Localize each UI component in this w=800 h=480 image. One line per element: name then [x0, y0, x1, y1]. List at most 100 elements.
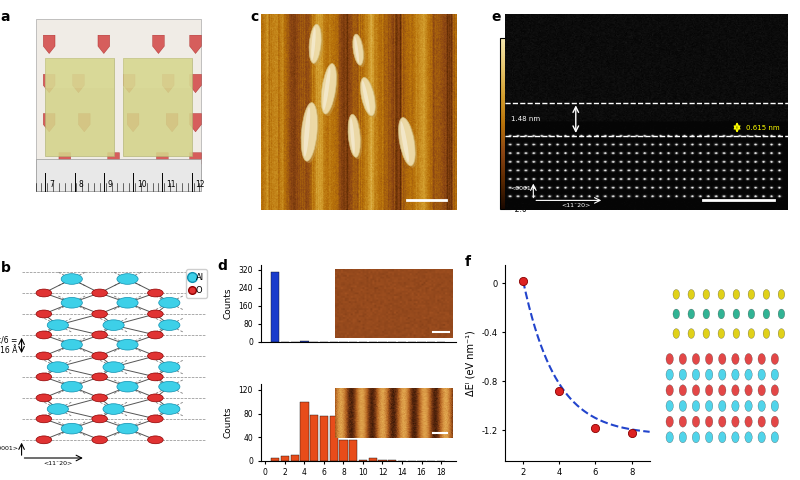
Bar	[290, 455, 299, 461]
Circle shape	[703, 289, 710, 299]
Circle shape	[147, 331, 163, 339]
Circle shape	[92, 373, 107, 381]
Bar	[46, 59, 114, 156]
Circle shape	[771, 400, 778, 411]
Circle shape	[117, 382, 138, 392]
Text: <0001>: <0001>	[510, 186, 537, 191]
Circle shape	[718, 309, 725, 319]
Circle shape	[103, 404, 124, 414]
Circle shape	[117, 298, 138, 308]
Y-axis label: Counts: Counts	[224, 288, 233, 319]
Polygon shape	[190, 74, 202, 93]
Circle shape	[745, 400, 752, 411]
Circle shape	[763, 289, 770, 299]
Circle shape	[748, 309, 754, 319]
Circle shape	[92, 289, 107, 297]
Polygon shape	[108, 153, 119, 171]
Circle shape	[147, 310, 163, 318]
Ellipse shape	[311, 27, 316, 60]
Circle shape	[666, 416, 674, 427]
Ellipse shape	[304, 107, 310, 157]
Circle shape	[692, 369, 700, 380]
Circle shape	[706, 369, 713, 380]
Bar	[369, 458, 377, 461]
Ellipse shape	[321, 63, 337, 114]
Circle shape	[758, 385, 766, 396]
Polygon shape	[123, 74, 135, 93]
Polygon shape	[73, 74, 84, 93]
Polygon shape	[43, 113, 55, 132]
Circle shape	[158, 362, 180, 372]
Text: c: c	[250, 11, 259, 24]
Circle shape	[47, 362, 69, 372]
Polygon shape	[162, 74, 174, 93]
Polygon shape	[59, 153, 70, 171]
Circle shape	[92, 331, 107, 339]
Circle shape	[771, 416, 778, 427]
Circle shape	[758, 416, 766, 427]
Circle shape	[147, 373, 163, 381]
Circle shape	[61, 298, 82, 308]
Circle shape	[732, 385, 739, 396]
Circle shape	[692, 416, 700, 427]
Polygon shape	[190, 35, 202, 54]
Point	[517, 277, 530, 285]
Circle shape	[36, 331, 52, 339]
Ellipse shape	[303, 105, 319, 163]
Ellipse shape	[323, 67, 330, 110]
Bar	[388, 460, 396, 461]
Circle shape	[706, 400, 713, 411]
Bar	[300, 402, 309, 461]
Bar	[359, 460, 367, 461]
Circle shape	[692, 353, 700, 364]
Circle shape	[158, 404, 180, 414]
Text: f: f	[465, 255, 470, 269]
Polygon shape	[98, 35, 110, 54]
Circle shape	[771, 385, 778, 396]
Circle shape	[771, 432, 778, 443]
Circle shape	[158, 298, 180, 308]
Polygon shape	[190, 113, 202, 132]
Text: b: b	[0, 261, 10, 275]
Circle shape	[688, 309, 694, 319]
Text: 7: 7	[49, 180, 54, 189]
Bar	[123, 59, 192, 156]
Bar	[271, 458, 279, 461]
Circle shape	[666, 369, 674, 380]
Circle shape	[706, 416, 713, 427]
Circle shape	[745, 353, 752, 364]
Circle shape	[692, 385, 700, 396]
Polygon shape	[43, 35, 55, 54]
Polygon shape	[127, 113, 139, 132]
Bar	[46, 59, 114, 88]
Circle shape	[706, 353, 713, 364]
Circle shape	[61, 382, 82, 392]
Circle shape	[147, 415, 163, 423]
Polygon shape	[43, 74, 55, 93]
Bar	[378, 460, 386, 461]
Circle shape	[36, 352, 52, 360]
Circle shape	[679, 353, 686, 364]
Circle shape	[771, 369, 778, 380]
Polygon shape	[190, 153, 202, 171]
Polygon shape	[157, 153, 168, 171]
Ellipse shape	[354, 36, 366, 67]
Bar	[123, 59, 192, 88]
Ellipse shape	[361, 77, 375, 116]
Circle shape	[103, 320, 124, 330]
Circle shape	[61, 423, 82, 434]
Circle shape	[758, 400, 766, 411]
Circle shape	[703, 309, 710, 319]
Circle shape	[92, 436, 107, 444]
Circle shape	[778, 329, 785, 338]
Text: 10: 10	[137, 180, 146, 189]
Circle shape	[763, 329, 770, 338]
Circle shape	[36, 415, 52, 423]
Circle shape	[732, 369, 739, 380]
Circle shape	[745, 416, 752, 427]
Polygon shape	[657, 343, 788, 392]
Circle shape	[688, 289, 694, 299]
Circle shape	[763, 309, 770, 319]
Ellipse shape	[350, 116, 362, 159]
Circle shape	[679, 432, 686, 443]
